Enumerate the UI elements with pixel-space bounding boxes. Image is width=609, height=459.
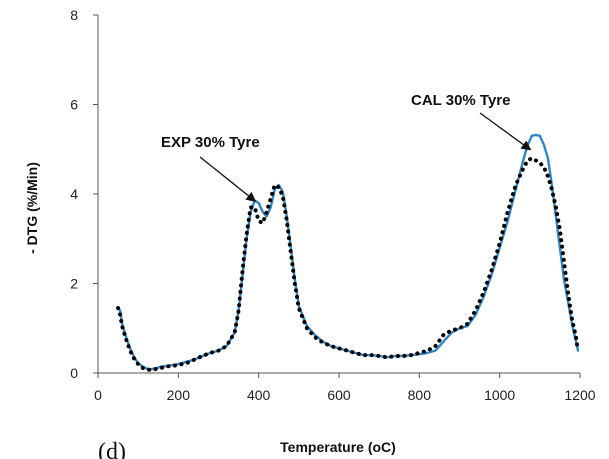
x-tick-label: 800: [408, 387, 432, 403]
annotation-arrow: [479, 112, 532, 151]
y-axis-ticks: 0 2 4 6 8: [70, 7, 98, 381]
y-tick-label: 0: [70, 365, 78, 381]
x-tick-label: 400: [247, 387, 271, 403]
annotation-label: CAL 30% Tyre: [411, 92, 511, 109]
series-layer: [116, 133, 580, 372]
x-tick-label: 0: [94, 387, 102, 403]
x-tick-label: 200: [167, 387, 191, 403]
y-axis-title: - DTG (%/Min): [24, 162, 40, 254]
annotation-label: EXP 30% Tyre: [161, 134, 260, 151]
x-axis-title: Temperature (oC): [280, 439, 396, 455]
annotation-arrow: [199, 156, 257, 202]
plot-area: [97, 15, 580, 374]
series-line-cal-30-tyre: [116, 133, 580, 371]
y-tick-label: 8: [70, 7, 78, 23]
annotations: EXP 30% Tyre CAL 30% Tyre: [161, 92, 532, 202]
y-tick-label: 6: [70, 97, 78, 113]
y-tick-label: 2: [70, 276, 78, 292]
panel-label: (d): [98, 439, 126, 459]
y-tick-label: 4: [70, 186, 78, 202]
x-axis-ticks: 0 200 400 600 800 1000 1200: [94, 373, 596, 403]
x-tick-label: 1200: [564, 387, 595, 403]
series-line-exp-30-tyre: [116, 156, 580, 372]
x-tick-label: 1000: [484, 387, 515, 403]
x-tick-label: 600: [327, 387, 351, 403]
